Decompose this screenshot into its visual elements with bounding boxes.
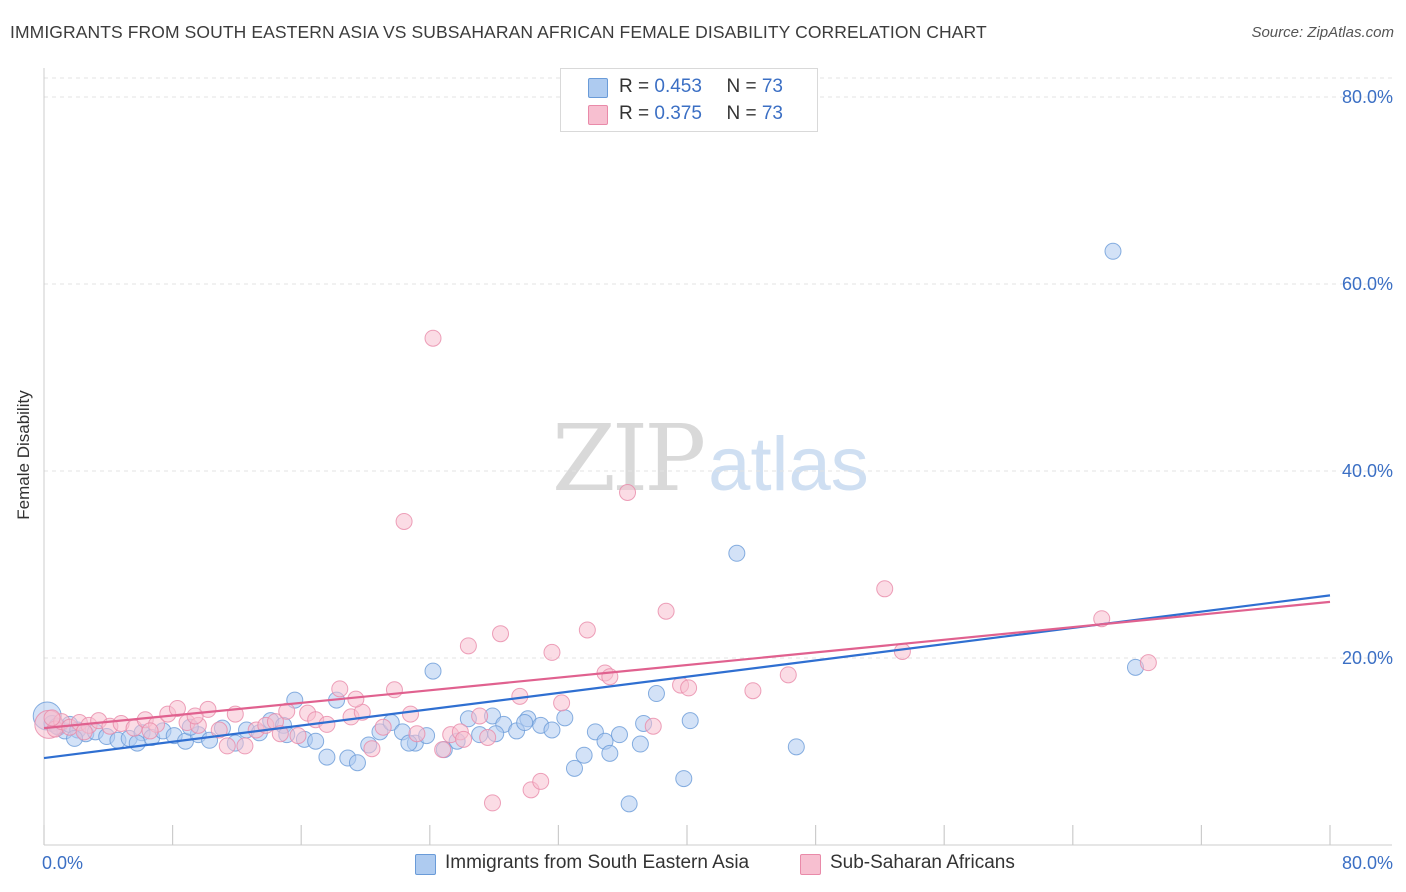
data-point-pink (893, 642, 911, 660)
data-point-blue (575, 746, 593, 764)
data-point-pink (471, 707, 489, 725)
watermark-atlas: atlas (708, 422, 869, 507)
data-point-pink (75, 723, 93, 741)
data-point-pink (578, 621, 596, 639)
correlation-legend: R = 0.453 N = 73 R = 0.375 N = 73 (560, 68, 818, 132)
data-point-blue (348, 754, 366, 772)
data-point-pink (168, 699, 186, 717)
bottom-legend-swatch-pink (800, 854, 821, 875)
data-point-pink (395, 512, 413, 530)
data-point-pink (553, 694, 571, 712)
data-point-pink (680, 679, 698, 697)
x-tick-label: 80.0% (1342, 853, 1393, 873)
data-point-pink (289, 727, 307, 745)
data-point-pink (479, 728, 497, 746)
legend-n-value: 73 (761, 76, 783, 97)
data-point-pink (141, 722, 159, 740)
data-point-blue (647, 685, 665, 703)
bottom-legend-label: Sub-Saharan Africans (830, 852, 1015, 873)
data-point-pink (1139, 654, 1157, 672)
legend-n-value: 73 (761, 103, 783, 124)
data-point-pink (779, 666, 797, 684)
data-point-pink (459, 637, 477, 655)
data-point-pink (483, 794, 501, 812)
data-point-blue (128, 734, 146, 752)
data-point-pink (186, 707, 204, 725)
data-point-pink (619, 484, 637, 502)
legend-r-value: 0.375 (654, 103, 702, 124)
data-point-pink (363, 740, 381, 758)
data-point-pink (876, 580, 894, 598)
legend-r-label: R = (619, 103, 655, 124)
data-point-pink (331, 680, 349, 698)
data-point-pink (744, 682, 762, 700)
data-point-blue (516, 714, 534, 732)
data-point-pink (657, 602, 675, 620)
data-point-pink (532, 772, 550, 790)
data-point-blue (424, 662, 442, 680)
data-point-blue (565, 759, 583, 777)
legend-swatch-blue (588, 78, 608, 98)
legend-swatch-pink (588, 105, 608, 125)
legend-n-label: N = (726, 76, 762, 97)
y-tick-label: 80.0% (1342, 87, 1393, 107)
data-point-pink (644, 717, 662, 735)
data-point-blue (675, 770, 693, 788)
data-point-pink (402, 705, 420, 723)
legend-r-value: 0.453 (654, 76, 702, 97)
data-point-blue (307, 732, 325, 750)
data-point-pink (424, 329, 442, 347)
data-point-blue (620, 795, 638, 813)
source-label: Source: ZipAtlas.com (1251, 24, 1394, 41)
data-point-blue (1104, 242, 1122, 260)
x-tick-label: 0.0% (42, 853, 83, 873)
data-point-blue (556, 709, 574, 727)
data-point-pink (218, 737, 236, 755)
data-point-pink (43, 709, 61, 727)
data-point-pink (492, 625, 510, 643)
data-point-blue (631, 735, 649, 753)
data-point-pink (210, 721, 228, 739)
legend-r-label: R = (619, 76, 655, 97)
data-point-pink (455, 730, 473, 748)
data-point-blue (601, 744, 619, 762)
bottom-legend-label: Immigrants from South Eastern Asia (445, 852, 750, 873)
data-point-pink (434, 741, 452, 759)
data-point-pink (408, 725, 426, 743)
data-point-pink (374, 718, 392, 736)
chart-title: IMMIGRANTS FROM SOUTH EASTERN ASIA VS SU… (10, 22, 987, 42)
data-point-blue (318, 748, 336, 766)
data-point-pink (385, 681, 403, 699)
y-tick-label: 20.0% (1342, 648, 1393, 668)
data-point-blue (543, 721, 561, 739)
data-point-pink (318, 715, 336, 733)
data-point-blue (610, 726, 628, 744)
bottom-legend-swatch-blue (415, 854, 436, 875)
data-point-pink (236, 737, 254, 755)
data-point-blue (728, 544, 746, 562)
y-tick-label: 60.0% (1342, 274, 1393, 294)
trend-line-pink (43, 600, 1331, 730)
legend-n-label: N = (726, 103, 762, 124)
data-point-blue (681, 712, 699, 730)
y-tick-label: 40.0% (1342, 461, 1393, 481)
data-point-blue (787, 738, 805, 756)
data-point-pink (543, 643, 561, 661)
